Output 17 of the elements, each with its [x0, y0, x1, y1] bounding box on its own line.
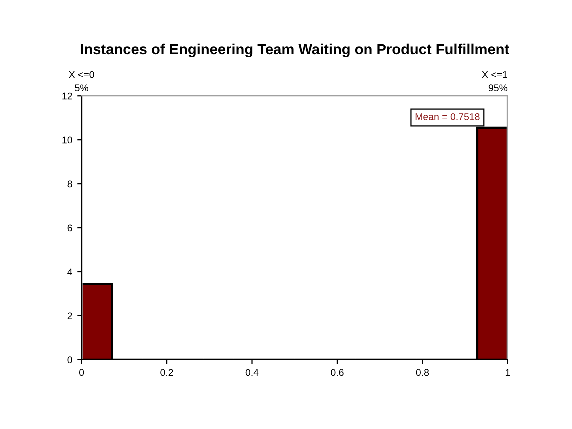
y-tick-label: 6 [68, 224, 72, 232]
y-tick-label: 2 [68, 312, 72, 320]
x-tick-label: 0.8 [416, 369, 430, 376]
y-tick-label: 12 [62, 92, 72, 100]
x-tick-label: 0.2 [160, 369, 174, 376]
chart-title: Instances of Engineering Team Waiting on Product Fulfillment [81, 44, 510, 58]
y-tick-label: 0 [68, 356, 72, 364]
x-tick-label: 0.6 [331, 369, 344, 376]
annotation: Mean = 0.7518 [416, 114, 480, 120]
x-tick-label: 1 [506, 369, 510, 376]
y-tick-label: 10 [62, 136, 72, 144]
y-tick-label: 8 [68, 180, 72, 188]
x-tick-label: 0.4 [246, 369, 259, 376]
ref-line-label: X <=0 5% [69, 71, 94, 92]
x-tick-label: 0 [79, 369, 84, 376]
ref-line-label: X <=1 95% [482, 71, 508, 92]
y-tick-label: 4 [68, 268, 72, 276]
